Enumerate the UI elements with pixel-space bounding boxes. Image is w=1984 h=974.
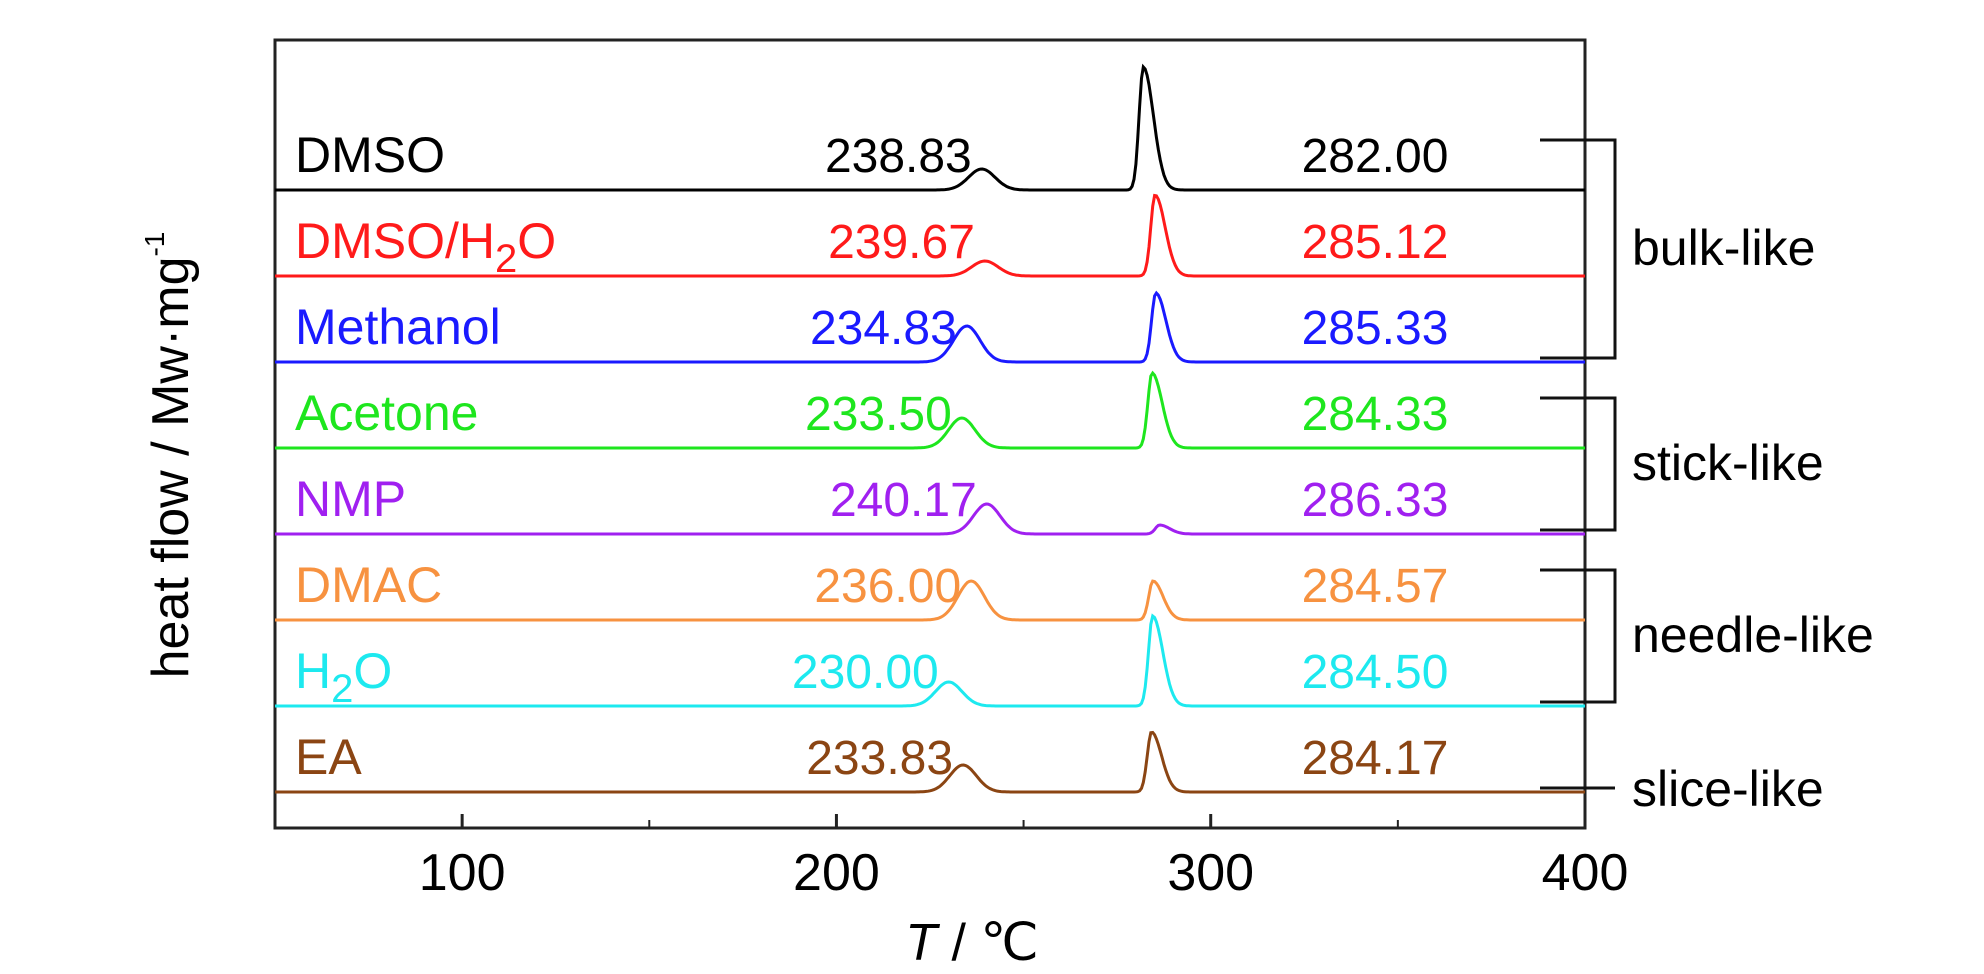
group-bracket xyxy=(1540,396,1617,532)
trace-h2o xyxy=(275,613,1585,708)
x-axis-label-unit: / ℃ xyxy=(937,914,1039,969)
y-axis-label-superscript: -1 xyxy=(139,232,170,257)
y-axis-label-main: heat flow / Mw·mg xyxy=(142,257,200,679)
peak2-label-methanol: 285.33 xyxy=(1302,302,1449,355)
peak1-label-dmac: 236.00 xyxy=(814,560,961,613)
y-axis-label: heat flow / Mw·mg-1 xyxy=(139,232,200,679)
group-brackets: bulk-like stick-like needle-like slice-like xyxy=(1540,138,1874,817)
group-needle-like: needle-like xyxy=(1540,568,1874,704)
peak2-label-ea: 284.17 xyxy=(1302,732,1449,785)
peak2-label-dmso-h2o: 285.12 xyxy=(1302,216,1449,269)
series-label-h2o: H2O xyxy=(295,643,392,711)
series-nmp: NMP 240.17 286.33 xyxy=(275,471,1585,536)
trace-dmso-h2o xyxy=(275,193,1585,278)
peak1-label-dmso: 238.83 xyxy=(825,130,972,183)
series-methanol: Methanol 234.83 285.33 xyxy=(275,290,1585,364)
peak1-label-ea: 233.83 xyxy=(806,732,953,785)
group-bulk-like: bulk-like xyxy=(1540,138,1815,360)
peak1-label-methanol: 234.83 xyxy=(810,302,957,355)
group-stick-like: stick-like xyxy=(1540,396,1824,532)
peak2-label-acetone: 284.33 xyxy=(1302,388,1449,441)
x-tick-label: 400 xyxy=(1542,844,1629,902)
series-label-nmp: NMP xyxy=(295,471,406,527)
series-label-main: Acetone xyxy=(295,385,478,441)
series-label-main: DMSO/H xyxy=(295,213,495,269)
peak2-label-nmp: 286.33 xyxy=(1302,474,1449,527)
peak1-label-h2o: 230.00 xyxy=(792,646,939,699)
series-h2o: H2O 230.00 284.50 xyxy=(275,613,1585,711)
trace-dmso xyxy=(275,63,1585,192)
series-label-dmso: DMSO xyxy=(295,127,445,183)
trace-methanol xyxy=(275,290,1585,364)
peak1-label-nmp: 240.17 xyxy=(830,474,977,527)
x-tick-label: 300 xyxy=(1167,844,1254,902)
x-tick-label: 100 xyxy=(419,844,506,902)
series-label-main: DMAC xyxy=(295,557,442,613)
x-axis-label-variable: T xyxy=(905,914,940,969)
peak1-label-dmso-h2o: 239.67 xyxy=(828,216,975,269)
series-dmso: DMSO 238.83 282.00 xyxy=(275,63,1585,192)
series-dmac: DMAC 236.00 284.57 xyxy=(275,557,1585,622)
series-ea: EA 233.83 284.17 xyxy=(275,729,1585,794)
series-label-ea: EA xyxy=(295,729,362,785)
series-dmso-h2o: DMSO/H2O 239.67 285.12 xyxy=(275,193,1585,281)
series-label-methanol: Methanol xyxy=(295,299,501,355)
trace-dmac xyxy=(275,579,1585,622)
group-label: needle-like xyxy=(1632,607,1874,663)
series-label-acetone: Acetone xyxy=(295,385,478,441)
x-axis-label: T / ℃ xyxy=(905,914,1039,969)
group-label: stick-like xyxy=(1632,435,1824,491)
plot-frame xyxy=(273,38,1587,830)
series-label-main: H xyxy=(295,643,331,699)
series-label-main: DMSO xyxy=(295,127,445,183)
trace-acetone xyxy=(275,370,1585,450)
peak2-label-dmso: 282.00 xyxy=(1302,130,1449,183)
series-label-tail: O xyxy=(517,213,556,269)
x-axis: 100 200 300 400 xyxy=(419,814,1629,902)
series-acetone: Acetone 233.50 284.33 xyxy=(275,370,1585,450)
series-label-dmso-h2o: DMSO/H2O xyxy=(295,213,556,281)
series-label-dmac: DMAC xyxy=(295,557,442,613)
x-tick-label: 200 xyxy=(793,844,880,902)
series-label-main: EA xyxy=(295,729,362,785)
group-label: bulk-like xyxy=(1632,220,1815,276)
group-slice-like: slice-like xyxy=(1540,761,1824,817)
series-label-subscript: 2 xyxy=(331,667,353,711)
peak2-label-dmac: 284.57 xyxy=(1302,560,1449,613)
group-label: slice-like xyxy=(1632,761,1824,817)
trace-ea xyxy=(275,730,1585,794)
group-bracket xyxy=(1540,568,1617,704)
series-label-main: NMP xyxy=(295,471,406,527)
peak1-label-acetone: 233.50 xyxy=(805,388,952,441)
series-label-subscript: 2 xyxy=(495,237,517,281)
group-bracket xyxy=(1540,138,1617,360)
series-label-tail: O xyxy=(353,643,392,699)
peak2-label-h2o: 284.50 xyxy=(1302,646,1449,699)
trace-nmp xyxy=(275,502,1585,536)
series-label-main: Methanol xyxy=(295,299,501,355)
